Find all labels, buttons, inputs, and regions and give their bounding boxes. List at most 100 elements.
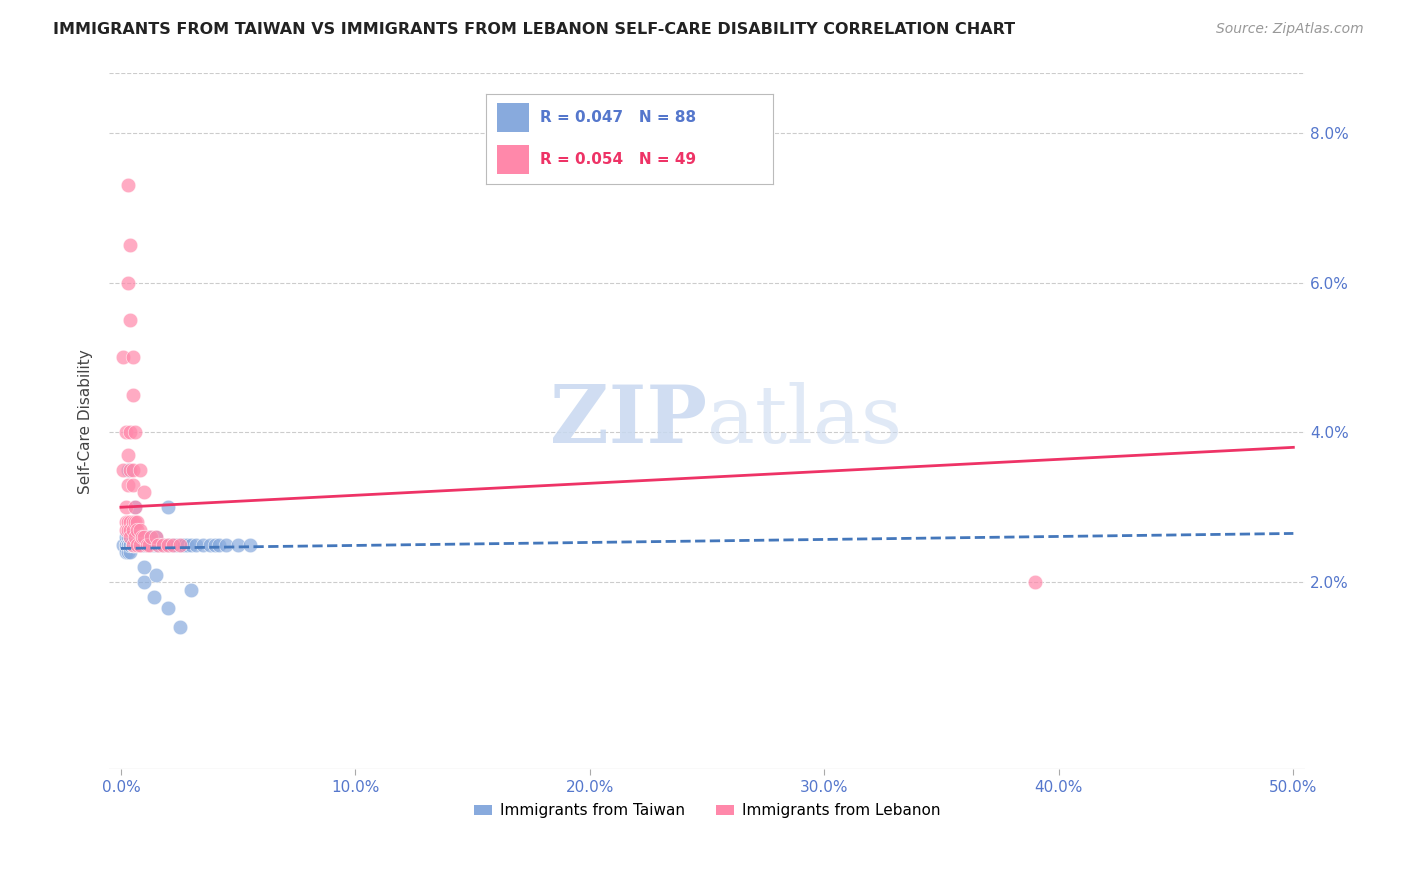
Point — [124, 530, 146, 544]
Point — [128, 523, 150, 537]
Point — [112, 351, 135, 365]
Point — [121, 538, 143, 552]
Point — [124, 538, 146, 552]
Point — [208, 538, 231, 552]
Point — [124, 538, 146, 552]
Point — [124, 515, 146, 529]
Point — [184, 538, 207, 552]
Point — [120, 530, 142, 544]
Point — [117, 178, 139, 193]
Point — [121, 538, 143, 552]
Point — [145, 530, 167, 544]
Point — [145, 530, 167, 544]
Point — [134, 560, 156, 574]
Point — [162, 538, 184, 552]
Point — [141, 538, 163, 552]
Point — [127, 523, 149, 537]
Point — [128, 538, 150, 552]
Point — [138, 538, 160, 552]
Point — [120, 515, 142, 529]
Point — [121, 538, 143, 552]
Point — [120, 538, 142, 552]
Legend: Immigrants from Taiwan, Immigrants from Lebanon: Immigrants from Taiwan, Immigrants from … — [468, 797, 946, 824]
Point — [121, 463, 143, 477]
Point — [121, 351, 143, 365]
Point — [117, 530, 139, 544]
Point — [152, 538, 174, 552]
Point — [163, 538, 186, 552]
Point — [121, 477, 143, 491]
Point — [131, 538, 153, 552]
Point — [131, 538, 153, 552]
Point — [162, 538, 184, 552]
Point — [117, 538, 139, 552]
Point — [120, 530, 142, 544]
Point — [134, 538, 156, 552]
Point — [138, 530, 160, 544]
Point — [117, 538, 139, 552]
Point — [121, 530, 143, 544]
Point — [114, 545, 136, 559]
Point — [169, 538, 191, 552]
Point — [120, 463, 142, 477]
Point — [121, 388, 143, 402]
Point — [141, 538, 163, 552]
Text: Source: ZipAtlas.com: Source: ZipAtlas.com — [1216, 22, 1364, 37]
Point — [114, 523, 136, 537]
Point — [131, 530, 153, 544]
Point — [155, 538, 177, 552]
Point — [114, 530, 136, 544]
Point — [135, 538, 157, 552]
Point — [124, 425, 146, 440]
Text: IMMIGRANTS FROM TAIWAN VS IMMIGRANTS FROM LEBANON SELF-CARE DISABILITY CORRELATI: IMMIGRANTS FROM TAIWAN VS IMMIGRANTS FRO… — [53, 22, 1015, 37]
Point — [142, 538, 165, 552]
Point — [156, 538, 179, 552]
Point — [142, 538, 165, 552]
Point — [117, 477, 139, 491]
Point — [152, 538, 174, 552]
Point — [124, 530, 146, 544]
Point — [121, 538, 143, 552]
Text: atlas: atlas — [707, 382, 903, 460]
Point — [121, 523, 143, 537]
Point — [135, 538, 157, 552]
Point — [114, 538, 136, 552]
Point — [127, 538, 149, 552]
Point — [114, 500, 136, 515]
Point — [117, 463, 139, 477]
Point — [145, 538, 167, 552]
Point — [131, 530, 153, 544]
Point — [120, 538, 142, 552]
Point — [176, 538, 198, 552]
Point — [134, 530, 156, 544]
Point — [149, 538, 172, 552]
Point — [120, 545, 142, 559]
Point — [148, 538, 170, 552]
Point — [124, 500, 146, 515]
Point — [169, 538, 191, 552]
Point — [120, 538, 142, 552]
Point — [159, 538, 181, 552]
Point — [170, 538, 193, 552]
Point — [121, 515, 143, 529]
Y-axis label: Self-Care Disability: Self-Care Disability — [79, 349, 93, 493]
Point — [156, 538, 179, 552]
Point — [156, 500, 179, 515]
Point — [156, 601, 179, 615]
Point — [198, 538, 221, 552]
Point — [127, 530, 149, 544]
Point — [142, 590, 165, 604]
Point — [138, 538, 160, 552]
Point — [148, 538, 170, 552]
Point — [226, 538, 249, 552]
Point — [166, 538, 188, 552]
Point — [124, 500, 146, 515]
Point — [134, 530, 156, 544]
Point — [134, 538, 156, 552]
Point — [138, 538, 160, 552]
Point — [134, 575, 156, 590]
Point — [112, 538, 135, 552]
Point — [145, 567, 167, 582]
Point — [239, 538, 262, 552]
Point — [117, 523, 139, 537]
